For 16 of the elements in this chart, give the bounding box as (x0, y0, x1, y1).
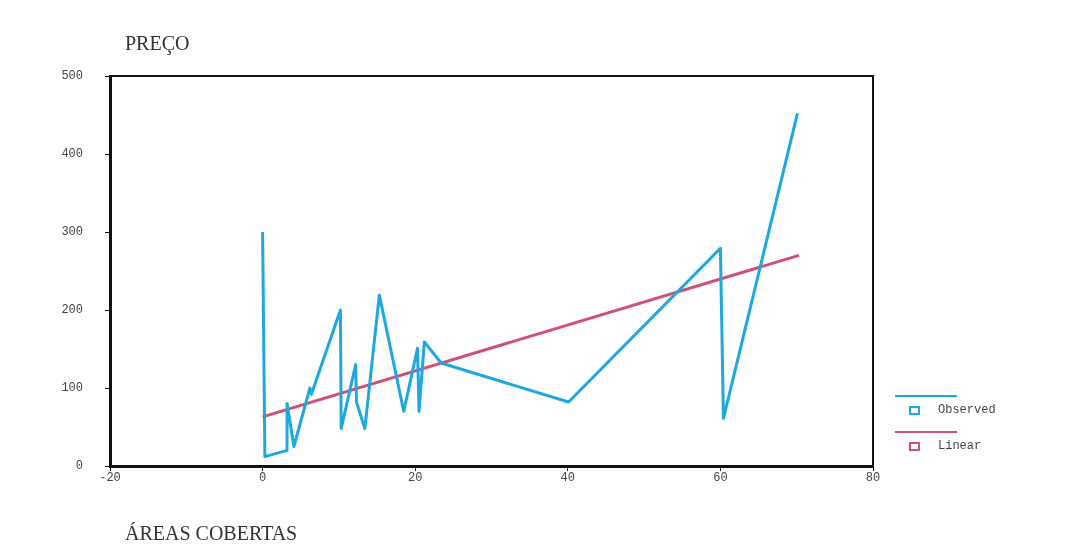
y-tick-label: 100 (61, 381, 83, 396)
y-tick-label: 200 (61, 303, 83, 318)
x-axis-title: ÁREAS COBERTAS (125, 522, 298, 545)
x-tick-label: 80 (865, 471, 881, 486)
legend-label: Linear (938, 439, 982, 453)
x-tick-label: 20 (408, 471, 423, 486)
y-tick-label: 0 (75, 459, 83, 474)
x-tick-label: 0 (259, 471, 267, 486)
y-tick-label: 500 (61, 69, 83, 84)
x-tick-label: -20 (99, 471, 121, 486)
x-tick-label: 60 (713, 471, 728, 486)
legend-label: Observed (938, 403, 996, 417)
y-tick-label: 400 (61, 147, 83, 162)
y-tick-label: 300 (61, 225, 83, 240)
y-axis-title: PREÇO (125, 32, 190, 55)
x-tick-label: 40 (560, 471, 575, 486)
